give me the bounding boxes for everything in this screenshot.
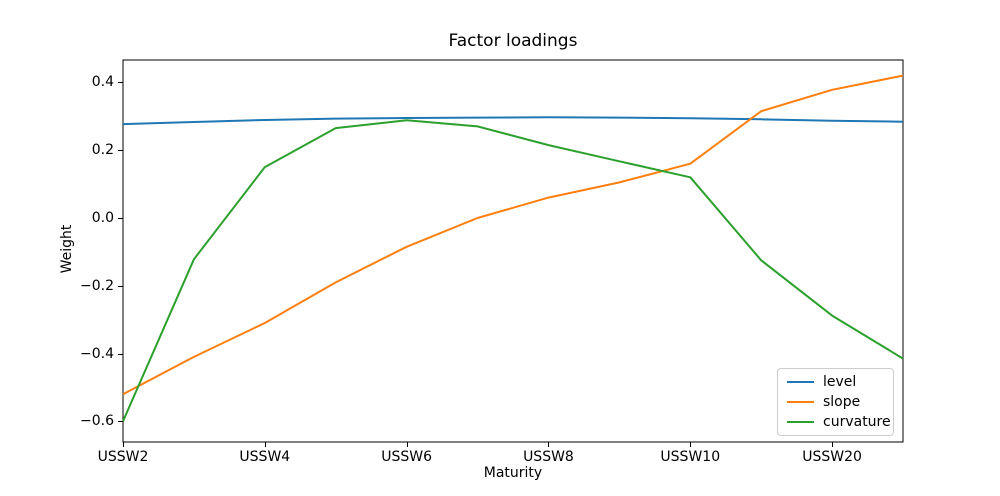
legend: level slope curvature [777, 368, 894, 436]
x-tick-label: USSW8 [523, 449, 574, 465]
y-tick-label: 0.4 [91, 74, 114, 91]
y-tick-label: −0.2 [80, 277, 114, 294]
legend-line-swatch-slope [787, 401, 814, 403]
series-line-curvature [122, 119, 904, 422]
axes-frame [122, 59, 904, 443]
chart-title: Factor loadings [448, 31, 578, 51]
legend-item-slope: slope [778, 392, 893, 412]
legend-label-curvature: curvature [823, 414, 891, 430]
legend-line-swatch-curvature [787, 421, 814, 423]
y-tick-label: −0.4 [80, 345, 114, 362]
y-tick-label: 0.2 [91, 142, 114, 159]
x-tick-label: USSW10 [660, 449, 721, 465]
y-tick-label: 0.0 [91, 209, 114, 226]
y-tick-label: −0.6 [80, 413, 114, 430]
x-tick-label: USSW6 [381, 449, 433, 465]
legend-item-curvature: curvature [778, 412, 893, 432]
legend-label-slope: slope [823, 394, 861, 410]
legend-line-swatch-level [787, 381, 814, 383]
series-line-level [122, 116, 904, 126]
legend-item-level: level [778, 372, 893, 392]
x-tick-label: USSW4 [239, 449, 291, 465]
x-axis-label: Maturity [483, 465, 543, 481]
x-tick-label: USSW2 [97, 449, 149, 465]
x-tick-label: USSW20 [802, 449, 862, 465]
legend-label-level: level [823, 374, 857, 390]
series-line-slope [122, 74, 904, 396]
